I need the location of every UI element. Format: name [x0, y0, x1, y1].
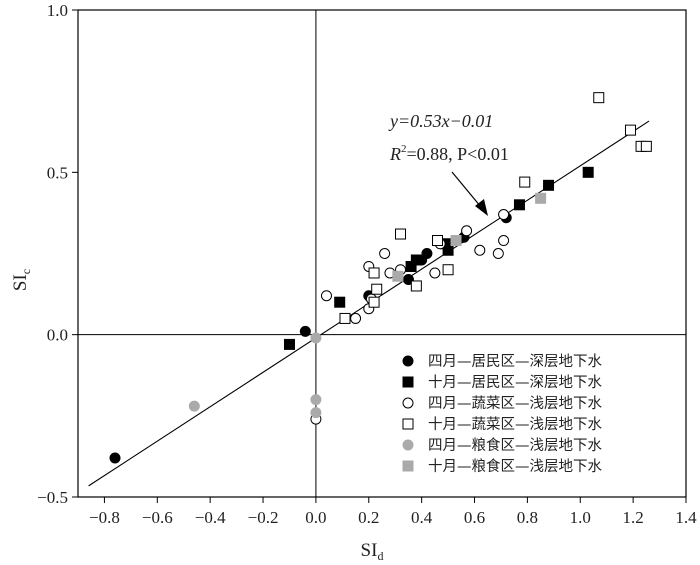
data-point-series-3 — [379, 248, 391, 259]
regression-statistics: R2=0.88, P<0.01 — [389, 143, 509, 164]
data-point-series-3 — [498, 209, 510, 221]
data-points — [109, 92, 652, 464]
data-point-series-2 — [582, 166, 594, 178]
plot-frame — [77, 9, 687, 498]
data-point-series-3 — [498, 235, 510, 247]
data-point-series-2 — [442, 244, 454, 256]
data-point-series-1 — [109, 452, 121, 464]
legend-marker-2 — [402, 376, 414, 388]
legend-label-5: 四月—粮食区—浅层地下水 — [428, 437, 602, 454]
legend-label-2: 十月—居民区—深层地下水 — [428, 374, 602, 391]
legend-marker-3 — [402, 397, 414, 409]
data-point-series-4 — [519, 176, 531, 188]
data-point-series-4 — [432, 235, 444, 247]
data-point-series-4 — [395, 228, 407, 240]
data-point-series-5 — [310, 407, 322, 419]
x-tick-label: 0.6 — [464, 508, 485, 527]
data-point-series-5 — [310, 332, 322, 344]
data-point-series-2 — [543, 179, 555, 191]
data-point-series-2 — [283, 338, 295, 350]
data-point-series-2 — [334, 296, 346, 308]
data-point-series-5 — [188, 400, 200, 412]
data-point-series-2 — [513, 199, 525, 211]
legend-marker-6 — [402, 460, 414, 472]
x-tick-label: 1.2 — [623, 508, 644, 527]
x-tick-label: −0.8 — [89, 508, 120, 527]
data-point-series-4 — [368, 296, 380, 308]
axis-ticks: −0.8 −0.6 −0.4 −0.2 0.0 0.2 0.4 0.6 0.8 1.0 1.2 1.4… — [37, 1, 697, 527]
y-tick-label: −0.5 — [37, 488, 68, 507]
x-tick-label: 0.2 — [358, 508, 379, 527]
data-point-series-3 — [492, 248, 504, 259]
data-point-series-4 — [593, 92, 605, 104]
y-axis-title: SIc — [10, 269, 33, 291]
x-axis-title: SId — [361, 540, 384, 563]
data-point-series-6 — [392, 270, 404, 282]
data-point-series-2 — [410, 254, 422, 266]
x-tick-label: 0.0 — [305, 508, 326, 527]
data-point-series-4 — [442, 264, 454, 276]
regression-annotation: y=0.53x−0.01 R2=0.88, P<0.01 — [388, 111, 509, 216]
data-point-series-4 — [339, 312, 351, 324]
data-point-series-4 — [624, 124, 636, 136]
plot-border — [77, 9, 687, 498]
data-point-series-3 — [461, 225, 473, 237]
x-tick-label: 1.4 — [675, 508, 697, 527]
data-point-series-5 — [310, 394, 322, 406]
y-tick-label: 0.0 — [47, 326, 68, 345]
x-tick-label: 0.4 — [411, 508, 433, 527]
legend-marker-5 — [402, 439, 414, 451]
data-point-series-3 — [429, 267, 441, 279]
legend-label-3: 四月—蔬菜区—浅层地下水 — [428, 395, 602, 412]
data-point-series-6 — [535, 192, 547, 204]
annotation-arrow-shaft — [451, 171, 482, 208]
annotation-arrow-head — [475, 199, 488, 216]
x-tick-label: −0.6 — [142, 508, 173, 527]
legend-label-4: 十月—蔬菜区—浅层地下水 — [428, 416, 602, 433]
x-tick-label: −0.4 — [195, 508, 226, 527]
data-point-series-3 — [474, 244, 486, 256]
data-point-series-3 — [350, 312, 362, 324]
x-tick-label: −0.2 — [248, 508, 279, 527]
y-tick-label: 1.0 — [47, 1, 68, 20]
legend-marker-4 — [402, 418, 414, 430]
data-point-series-3 — [320, 290, 332, 302]
data-point-series-6 — [450, 235, 462, 247]
data-point-series-4 — [640, 140, 652, 152]
data-point-series-1 — [421, 248, 433, 259]
data-point-series-4 — [368, 267, 380, 279]
y-tick-label: 0.5 — [47, 163, 68, 182]
legend-label-1: 四月—居民区—深层地下水 — [428, 353, 602, 370]
regression-equation: y=0.53x−0.01 — [388, 111, 493, 131]
legend-label-6: 十月—粮食区—浅层地下水 — [428, 458, 602, 475]
data-point-series-4 — [410, 280, 422, 292]
legend: 四月—居民区—深层地下水十月—居民区—深层地下水四月—蔬菜区—浅层地下水十月—蔬… — [402, 353, 602, 475]
legend-marker-1 — [402, 355, 414, 367]
data-point-series-1 — [299, 325, 311, 337]
x-tick-label: 1.0 — [570, 508, 591, 527]
x-tick-label: 0.8 — [517, 508, 538, 527]
data-point-series-4 — [371, 283, 383, 295]
